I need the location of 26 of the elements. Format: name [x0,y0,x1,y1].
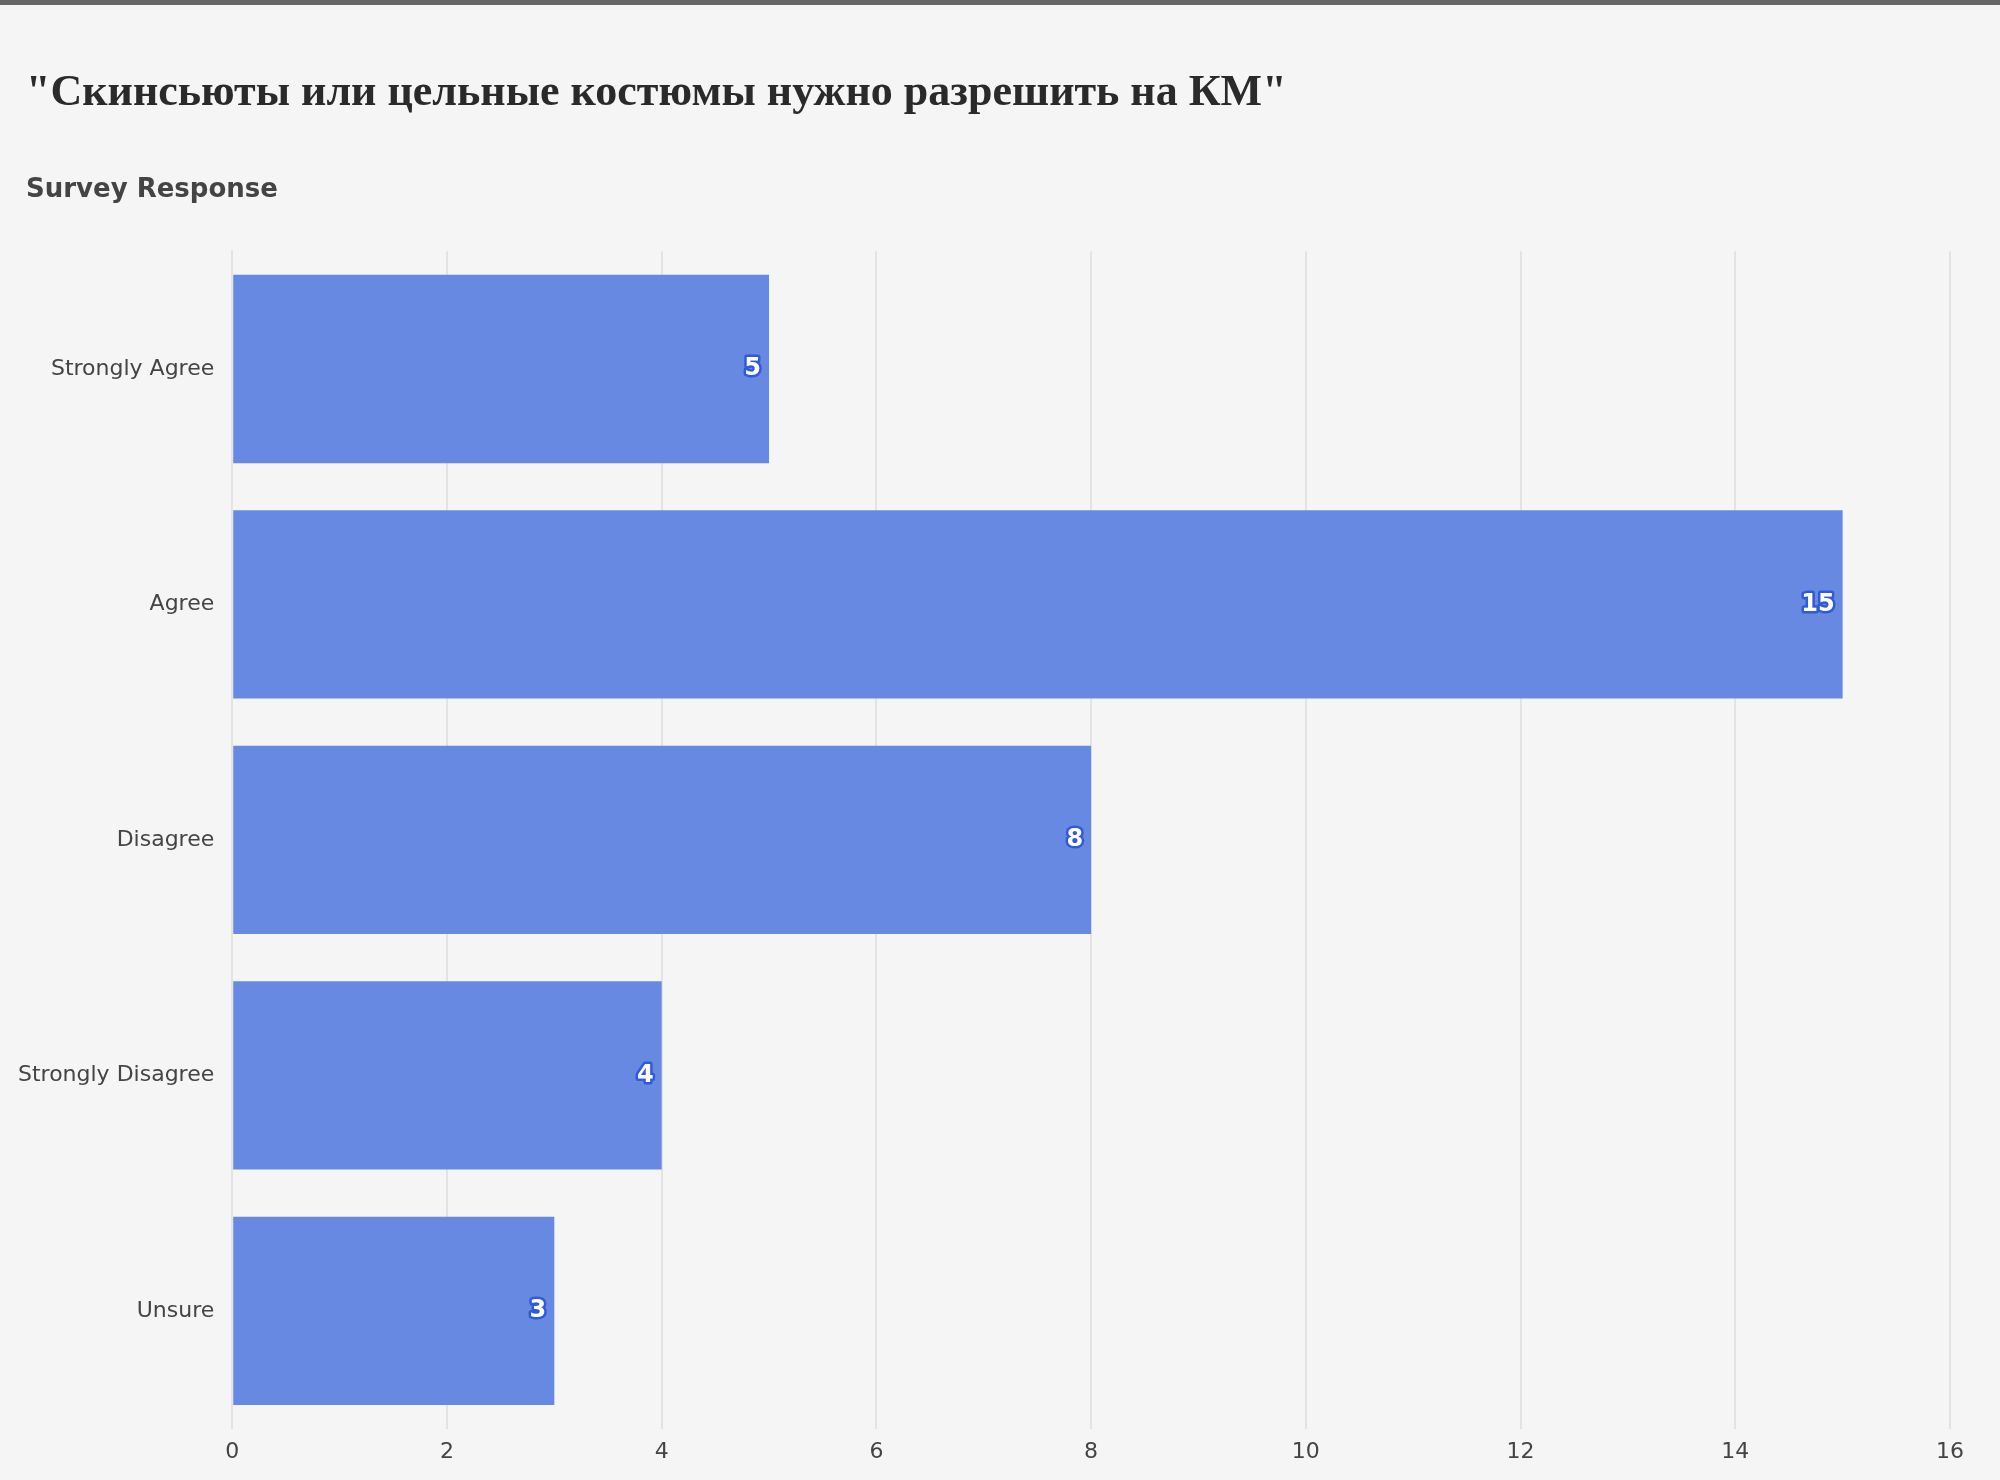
bar [233,1216,555,1406]
data-label: 3 [529,1295,547,1324]
bar [233,274,770,464]
data-label: 5 [744,353,762,382]
data-label: 8 [1066,824,1084,853]
data-label: 15 [1801,588,1835,617]
bar [233,745,1092,935]
x-tick-label: 4 [654,1437,669,1463]
x-tick-label: 0 [225,1437,240,1463]
y-tick-label: Strongly Disagree [17,1061,215,1087]
chart-title: "Скинсьюты или цельные костюмы нужно разрешить на КМ" [26,65,1287,116]
x-tick-label: 16 [1936,1437,1964,1463]
x-tick-label: 2 [439,1437,454,1463]
bar [233,510,1843,699]
bar [233,981,662,1170]
y-tick-label: Agree [149,590,215,616]
x-tick-label: 8 [1084,1437,1099,1463]
x-tick-label: 12 [1506,1437,1535,1463]
x-tick-label: 10 [1291,1437,1320,1463]
y-axis-title: Survey Response [26,173,278,203]
y-tick-label: Disagree [116,825,215,851]
data-label: 4 [636,1059,654,1088]
x-tick-label: 6 [869,1437,884,1463]
x-tick-label: 14 [1721,1437,1750,1463]
y-tick-label: Unsure [136,1296,215,1322]
y-tick-label: Strongly Agree [50,354,215,380]
